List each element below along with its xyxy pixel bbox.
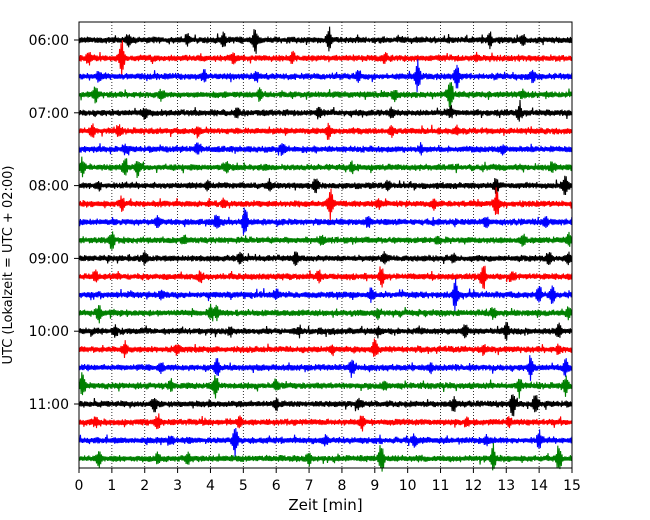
trace-line <box>78 175 573 196</box>
y-tick-label: 06:00 <box>29 33 69 49</box>
x-tick-label: 10 <box>399 478 417 494</box>
trace-line <box>78 278 573 312</box>
x-axis-label: Zeit [min] <box>288 496 362 514</box>
trace-lines <box>78 26 573 472</box>
trace-line <box>78 251 573 266</box>
x-tick-label: 2 <box>140 478 149 494</box>
x-tick-label: 3 <box>173 478 182 494</box>
trace-line <box>78 372 573 399</box>
trace-line <box>78 156 573 179</box>
trace-line <box>78 413 573 432</box>
trace-line <box>78 59 573 93</box>
trace-line <box>78 142 573 156</box>
y-tick-label: 08:00 <box>29 179 69 195</box>
trace-line <box>78 207 573 235</box>
y-tick-label: 09:00 <box>29 251 69 267</box>
trace-line <box>78 338 573 359</box>
trace-line <box>78 187 573 222</box>
x-tick-label: 6 <box>272 478 281 494</box>
x-tick-label: 15 <box>563 478 581 494</box>
x-tick-label: 1 <box>107 478 116 494</box>
trace-line <box>78 82 573 109</box>
x-tick-label: 5 <box>239 478 248 494</box>
x-tick-label: 0 <box>75 478 84 494</box>
x-tick-label: 8 <box>337 478 346 494</box>
trace-line <box>78 394 573 417</box>
trace-line <box>78 303 573 324</box>
y-tick-label: 07:00 <box>29 106 69 122</box>
trace-line <box>78 40 573 78</box>
x-tick-label: 7 <box>305 478 314 494</box>
x-tick-label: 4 <box>206 478 215 494</box>
trace-line <box>78 355 573 381</box>
y-tick-label: 10:00 <box>29 324 69 340</box>
x-tick-label: 12 <box>464 478 482 494</box>
x-tick-label: 9 <box>370 478 379 494</box>
y-tick-label: 11:00 <box>29 397 69 413</box>
x-axis-ticks: 0 1 2 3 4 5 6 7 8 9 10 11 12 13 14 15 <box>75 468 581 494</box>
trace-line <box>78 99 573 122</box>
plot-frame <box>78 21 573 469</box>
trace-line <box>78 122 573 140</box>
trace-line <box>78 265 573 290</box>
x-tick-label: 11 <box>432 478 450 494</box>
trace-line <box>78 26 573 54</box>
trace-line <box>78 321 573 341</box>
y-axis-label: UTC (Lokalzeit = UTC + 02:00) <box>1 166 16 365</box>
x-tick-label: 14 <box>530 478 548 494</box>
x-tick-label: 13 <box>497 478 515 494</box>
trace-line <box>78 442 573 472</box>
trace-line <box>78 231 573 250</box>
trace-line <box>78 427 573 459</box>
y-axis-ticks: 06:00 07:00 08:00 09:00 10:00 11:00 <box>29 33 79 413</box>
